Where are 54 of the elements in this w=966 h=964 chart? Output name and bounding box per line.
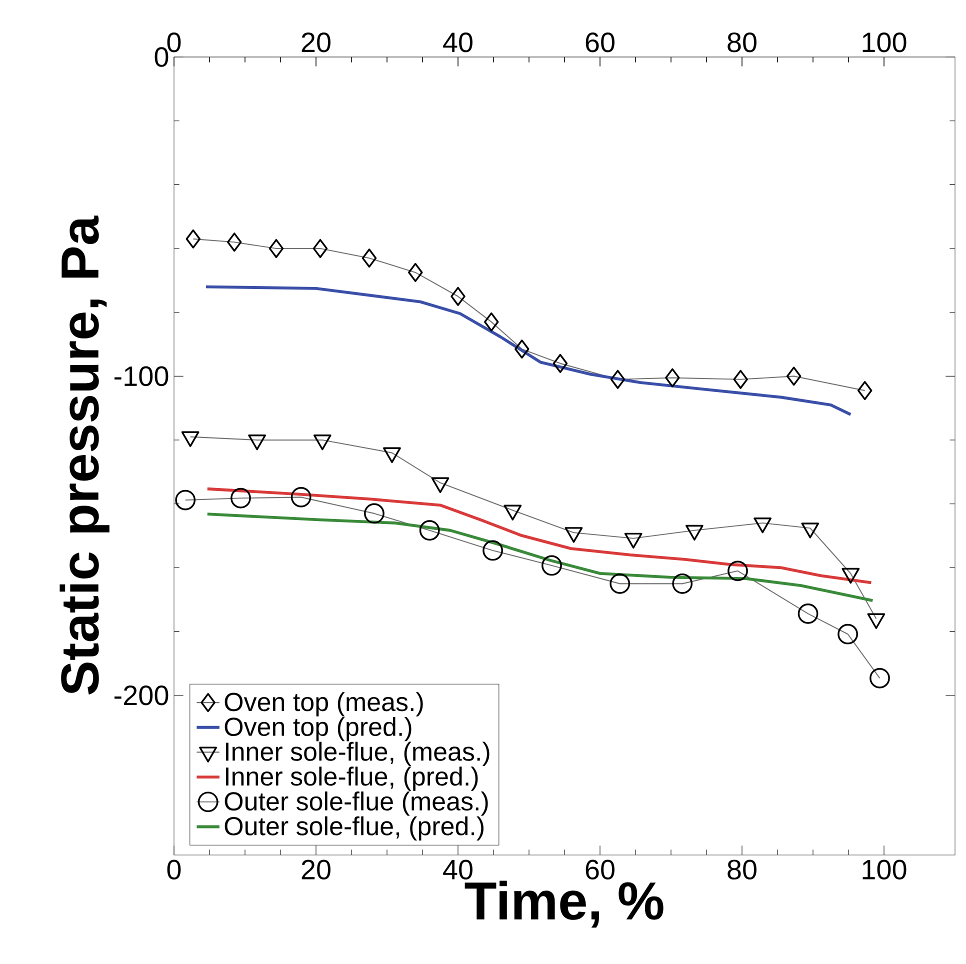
x2-tick-label: 0 <box>167 32 181 52</box>
x-tick-label: 40 <box>443 860 472 880</box>
line-series <box>206 487 873 584</box>
point <box>798 603 818 624</box>
point <box>290 486 312 508</box>
x2-tick-label: 40 <box>443 32 472 52</box>
legend-label: Inner sole-flue, (meas.) <box>226 742 490 766</box>
legend-label: Inner sole-flue, (pred.) <box>226 766 478 791</box>
legend-label: Oven top (meas.) <box>224 692 423 716</box>
point <box>665 368 680 388</box>
point <box>838 624 858 644</box>
point <box>552 354 568 373</box>
y-tick-label: -100 <box>114 366 168 386</box>
point <box>672 573 693 594</box>
point <box>514 340 530 359</box>
x-tick-label: 60 <box>586 860 614 880</box>
point <box>610 573 630 594</box>
point <box>610 370 626 389</box>
line-series <box>204 285 852 416</box>
x-tick-label: 0 <box>167 860 181 880</box>
legend-label: Oven top (pred.) <box>224 716 412 742</box>
point <box>482 540 503 561</box>
point <box>268 238 284 258</box>
point <box>857 381 872 400</box>
y-axis-title: Static pressure, Pa <box>60 216 110 695</box>
x2-tick-label: 60 <box>586 32 614 52</box>
point <box>186 229 201 248</box>
x-tick-label: 80 <box>728 860 756 880</box>
point <box>230 488 251 508</box>
point <box>542 555 562 576</box>
point <box>484 312 499 332</box>
line-series <box>206 512 874 602</box>
legend-label: Outer sole-flue (meas.) <box>224 791 488 816</box>
point <box>364 503 384 524</box>
point <box>362 248 377 268</box>
x2-tick-label: 80 <box>728 32 756 52</box>
point <box>175 490 196 510</box>
legend-label: Outer sole-flue, (pred.) <box>224 816 484 841</box>
point <box>408 262 423 282</box>
y-tick-label: 0 <box>154 47 168 67</box>
point <box>450 286 466 306</box>
point <box>870 668 890 688</box>
point <box>226 232 242 252</box>
point <box>786 366 802 386</box>
x-tick-label: 20 <box>302 860 330 880</box>
point <box>312 238 328 258</box>
x2-tick-label: 20 <box>302 32 330 52</box>
x-tick-label: 100 <box>862 860 906 880</box>
x2-tick-label: 100 <box>862 32 906 52</box>
point <box>733 370 748 389</box>
point <box>419 520 440 541</box>
point <box>728 560 748 582</box>
x-axis-title: Time, % <box>464 880 664 928</box>
y-tick-label: -200 <box>114 685 168 706</box>
